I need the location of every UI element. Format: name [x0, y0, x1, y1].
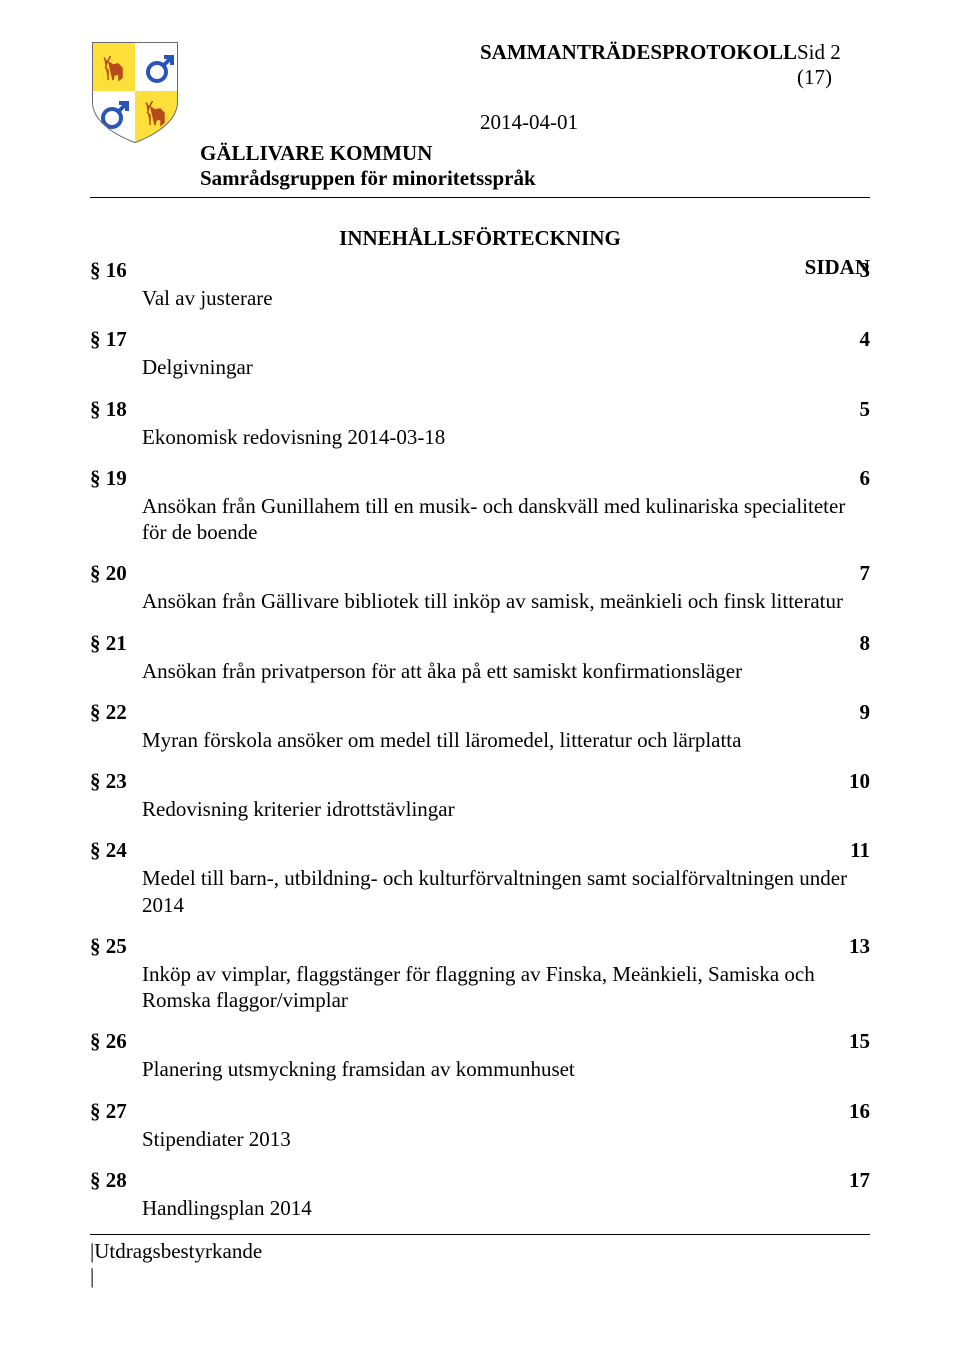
- toc-item-head: § 19 6: [90, 466, 870, 491]
- toc-item-page: 8: [860, 631, 871, 656]
- toc-item-section: § 22: [90, 700, 127, 725]
- toc-item-page: 13: [849, 934, 870, 959]
- toc-item-section: § 20: [90, 561, 127, 586]
- toc-item-head: § 22 9: [90, 700, 870, 725]
- toc-item-desc: Ansökan från Gällivare bibliotek till in…: [90, 588, 870, 614]
- header-line1: SAMMANTRÄDESPROTOKOLL Sid 2 (17): [200, 40, 870, 90]
- toc-item: § 23 10Redovisning kriterier idrottstävli…: [90, 769, 870, 822]
- org-name: GÄLLIVARE KOMMUN: [200, 141, 870, 166]
- toc-item-page: 5: [860, 397, 871, 422]
- toc-item: § 25 13Inköp av vimplar, flaggstänger för…: [90, 934, 870, 1014]
- toc-item-page: 9: [860, 700, 871, 725]
- footer-bar: |: [90, 1264, 870, 1289]
- toc-item-page: 6: [860, 466, 871, 491]
- toc-item-section: § 23: [90, 769, 127, 794]
- header-text: SAMMANTRÄDESPROTOKOLL Sid 2 (17) 2014-04…: [200, 40, 870, 191]
- toc-item-head: § 26 15: [90, 1029, 870, 1054]
- toc-item-page: 11: [850, 838, 870, 863]
- toc-item-section: § 21: [90, 631, 127, 656]
- toc-item-head: § 24 11: [90, 838, 870, 863]
- toc-item-head: § 25 13: [90, 934, 870, 959]
- toc-item-page: 3: [860, 258, 871, 283]
- toc-item: § 22 9Myran förskola ansöker om medel til…: [90, 700, 870, 753]
- toc: § 163Val av justerare§ 174Delgivningar§ …: [90, 258, 870, 1221]
- toc-item-section: § 18: [90, 397, 127, 422]
- header-divider: [90, 197, 870, 198]
- toc-item-desc: Ansökan från Gunillahem till en musik- o…: [90, 493, 870, 546]
- header: SAMMANTRÄDESPROTOKOLL Sid 2 (17) 2014-04…: [90, 40, 870, 191]
- toc-item-section: § 27: [90, 1099, 127, 1124]
- page: SAMMANTRÄDESPROTOKOLL Sid 2 (17) 2014-04…: [0, 0, 960, 1353]
- toc-item-section: § 26: [90, 1029, 127, 1054]
- toc-item-section: § 25: [90, 934, 127, 959]
- toc-item-head: § 21 8: [90, 631, 870, 656]
- org-sub: Samrådsgruppen för minoritetsspråk: [200, 166, 870, 191]
- toc-item-head: § 28 17: [90, 1168, 870, 1193]
- toc-title: INNEHÅLLSFÖRTECKNING: [90, 226, 870, 251]
- toc-item: § 19 6Ansökan från Gunillahem till en mus…: [90, 466, 870, 546]
- toc-item: § 17 4Delgivningar: [90, 327, 870, 380]
- toc-item-page: 15: [849, 1029, 870, 1054]
- toc-item-page: 17: [849, 1168, 870, 1193]
- toc-item-desc: Planering utsmyckning framsidan av kommu…: [90, 1056, 870, 1082]
- toc-item-section: § 16: [90, 258, 127, 283]
- coat-of-arms-icon: [90, 40, 180, 145]
- logo-wrap: [90, 40, 180, 150]
- toc-item-page: 10: [849, 769, 870, 794]
- toc-item-desc: Delgivningar: [90, 354, 870, 380]
- toc-item-desc: Medel till barn-, utbildning- och kultur…: [90, 865, 870, 918]
- toc-item: § 24 11Medel till barn-, utbildning- och …: [90, 838, 870, 918]
- toc-item-page: 16: [849, 1099, 870, 1124]
- toc-item-desc: Inköp av vimplar, flaggstänger för flagg…: [90, 961, 870, 1014]
- toc-item-page: 7: [860, 561, 871, 586]
- toc-item-head: § 16 3: [90, 258, 870, 283]
- toc-item: § 16 3Val av justerare: [90, 258, 870, 311]
- toc-item-desc: Ansökan från privatperson för att åka på…: [90, 658, 870, 684]
- toc-item-desc: Ekonomisk redovisning 2014-03-18: [90, 424, 870, 450]
- toc-item: § 28 17Handlingsplan 2014: [90, 1168, 870, 1221]
- toc-item: § 20 7Ansökan från Gällivare bibliotek ti…: [90, 561, 870, 614]
- toc-item-head: § 18 5: [90, 397, 870, 422]
- toc-item-head: § 17 4: [90, 327, 870, 352]
- toc-item-desc: Handlingsplan 2014: [90, 1195, 870, 1221]
- toc-item: § 27 16Stipendiater 2013: [90, 1099, 870, 1152]
- footer-label: |Utdragsbestyrkande: [90, 1239, 870, 1264]
- toc-item-section: § 28: [90, 1168, 127, 1193]
- toc-item-desc: Myran förskola ansöker om medel till lär…: [90, 727, 870, 753]
- toc-item-desc: Stipendiater 2013: [90, 1126, 870, 1152]
- toc-item-desc: Redovisning kriterier idrottstävlingar: [90, 796, 870, 822]
- footer-divider: [90, 1234, 870, 1235]
- toc-item-head: § 27 16: [90, 1099, 870, 1124]
- page-indicator: Sid 2 (17): [797, 40, 870, 90]
- toc-item: § 18 5Ekonomisk redovisning 2014-03-18: [90, 397, 870, 450]
- doc-title: SAMMANTRÄDESPROTOKOLL: [480, 40, 797, 65]
- toc-item-head: § 20 7: [90, 561, 870, 586]
- toc-item-section: § 17: [90, 327, 127, 352]
- toc-item-section: § 19: [90, 466, 127, 491]
- toc-item-head: § 23 10: [90, 769, 870, 794]
- toc-item: § 26 15Planering utsmyckning framsidan av…: [90, 1029, 870, 1082]
- footer: |Utdragsbestyrkande |: [90, 1226, 870, 1289]
- doc-date: 2014-04-01: [200, 110, 870, 135]
- toc-item-section: § 24: [90, 838, 127, 863]
- toc-item-page: 4: [860, 327, 871, 352]
- toc-item: § 21 8Ansökan från privatperson för att å…: [90, 631, 870, 684]
- toc-item-desc: Val av justerare: [90, 285, 870, 311]
